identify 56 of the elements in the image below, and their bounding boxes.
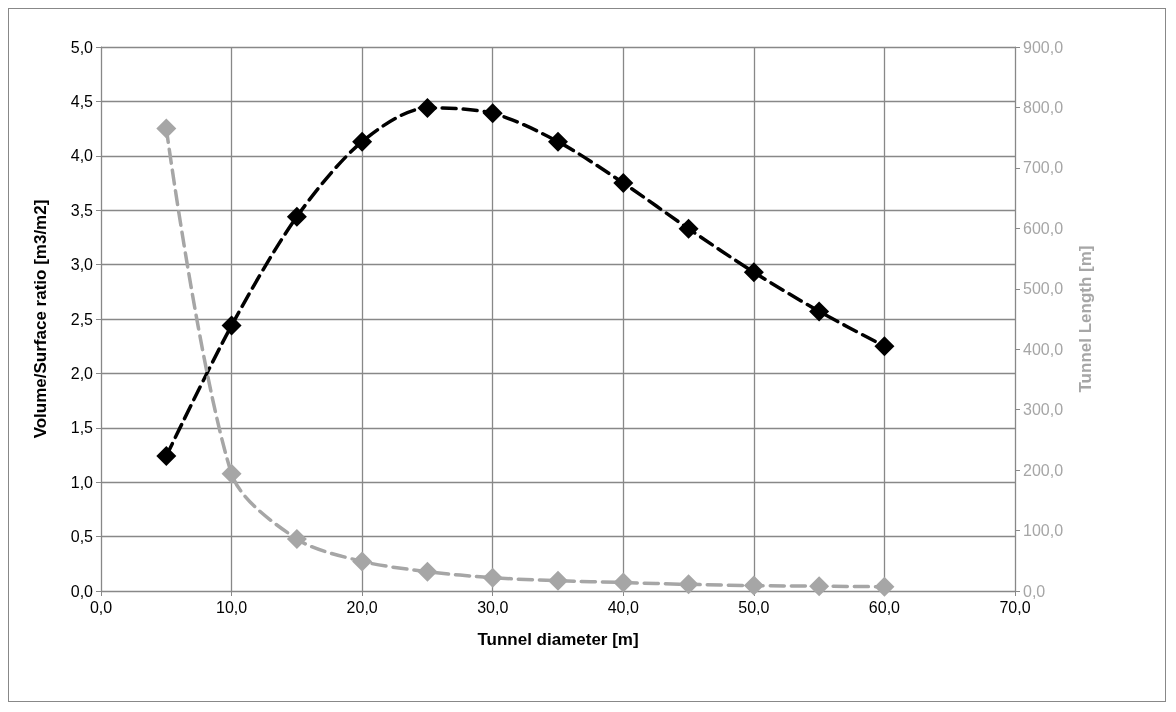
point	[286, 206, 307, 227]
y2-tick-label: 700,0	[1023, 159, 1064, 177]
y2-tick-label: 400,0	[1023, 340, 1064, 358]
point	[678, 574, 699, 595]
y-tick-label: 4,0	[70, 147, 94, 165]
point	[156, 118, 177, 139]
y-tick-label: 2,5	[70, 310, 94, 328]
point	[613, 572, 634, 593]
x-tick-label: 70,0	[999, 598, 1031, 616]
y2-tick-label: 300,0	[1023, 401, 1064, 419]
point	[743, 575, 764, 596]
x-tick-label: 10,0	[216, 598, 248, 616]
point	[809, 576, 830, 597]
x-tick-label: 20,0	[346, 598, 378, 616]
point	[874, 576, 895, 597]
y2-tick-label: 600,0	[1023, 219, 1064, 237]
y-tick-label: 4,5	[70, 92, 94, 110]
x-tick-label: 30,0	[477, 598, 509, 616]
x-tick-label: 40,0	[607, 598, 639, 616]
y2-tick-label: 800,0	[1023, 98, 1064, 116]
x-tick-label: 50,0	[738, 598, 770, 616]
point	[809, 301, 830, 322]
point	[482, 103, 503, 124]
point	[352, 551, 373, 572]
point	[417, 97, 438, 118]
point	[678, 218, 699, 239]
point	[613, 173, 634, 193]
point	[221, 463, 242, 484]
point	[548, 570, 568, 591]
y-tick-label: 3,5	[70, 201, 94, 219]
y-tick-label: 0,5	[70, 528, 94, 546]
y2-tick-label: 900,0	[1023, 38, 1064, 56]
y2-tick-label: 0,0	[1023, 582, 1046, 600]
y-tick-label: 1,5	[70, 419, 94, 437]
y-tick-label: 5,0	[70, 38, 94, 56]
point	[286, 529, 307, 550]
y2-tick-label: 200,0	[1023, 461, 1064, 479]
point	[156, 446, 177, 467]
point	[743, 262, 764, 283]
point	[417, 561, 438, 582]
y-axis-title: Volume/Surface ratio [m3/m2]	[31, 199, 50, 439]
point	[548, 131, 568, 152]
point	[352, 131, 373, 152]
y2-axis-title: Tunnel Length [m]	[1076, 245, 1095, 393]
point	[482, 567, 503, 588]
y2-tick-label: 500,0	[1023, 280, 1064, 298]
y-tick-label: 2,0	[70, 364, 94, 382]
y2-tick-label: 100,0	[1023, 522, 1064, 540]
point	[874, 336, 895, 357]
x-axis-title: Tunnel diameter [m]	[477, 630, 639, 649]
x-tick-label: 60,0	[868, 598, 901, 616]
y-tick-label: 3,0	[70, 256, 94, 274]
x-tick-label: 0,0	[89, 598, 113, 616]
y-tick-label: 1,0	[70, 473, 94, 491]
y-tick-label: 0,0	[70, 582, 94, 600]
point	[221, 315, 242, 336]
